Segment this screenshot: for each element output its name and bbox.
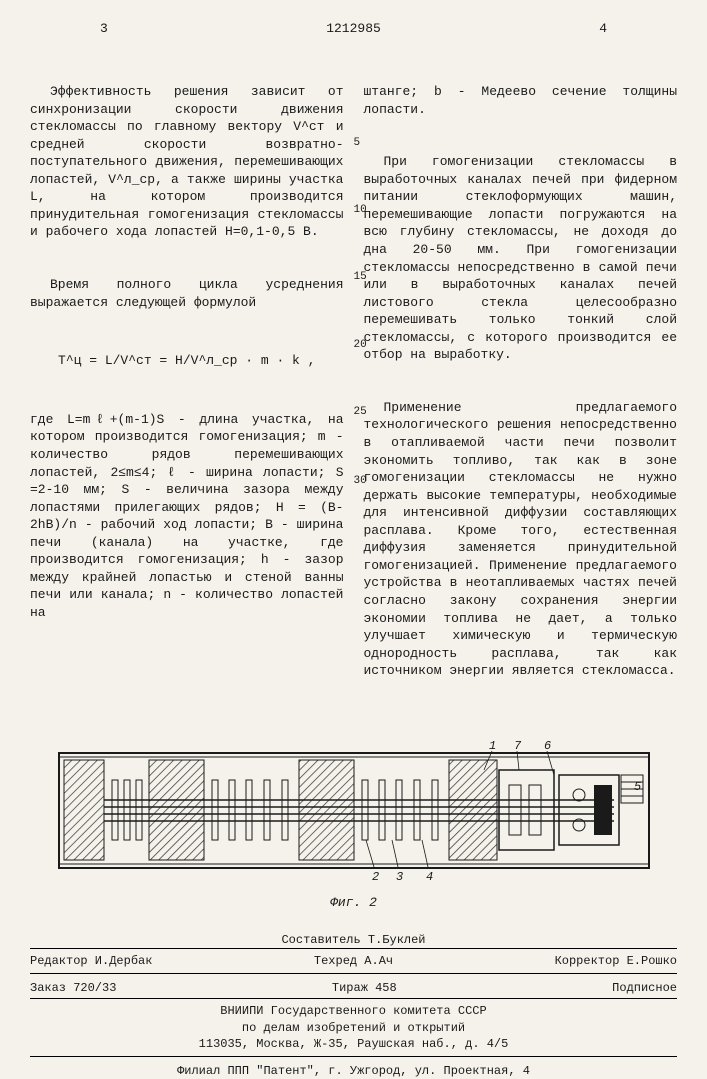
subscription: Подписное: [612, 980, 677, 996]
line-number: 30: [354, 474, 367, 489]
publisher-block: ВНИИПИ Государственного комитета СССР по…: [30, 1003, 677, 1057]
compiler-credit: Составитель Т.Буклей: [30, 932, 677, 948]
publisher-line: ВНИИПИ Государственного комитета СССР: [30, 1003, 677, 1019]
editor-credit: Редактор И.Дербак: [30, 953, 152, 969]
right-column: штанге; b - Медеево сечение толщины лопа…: [364, 48, 678, 715]
svg-text:7: 7: [514, 739, 522, 753]
left-column: Эффективность решения зависит от синхрон…: [30, 48, 344, 715]
paragraph: штанге; b - Медеево сечение толщины лопа…: [364, 83, 678, 118]
page-header: 3 1212985 4: [30, 20, 677, 40]
svg-text:4: 4: [426, 870, 433, 884]
technical-drawing-icon: 1 7 6 5 2 3 4: [54, 735, 654, 885]
paragraph: Эффективность решения зависит от синхрон…: [30, 83, 344, 241]
figure-2: 1 7 6 5 2 3 4 Фиг. 2: [54, 735, 654, 912]
footer: Составитель Т.Буклей Редактор И.Дербак Т…: [30, 932, 677, 1079]
formula: T^ц = L/V^ст = H/V^л_ср · m · k ,: [30, 352, 344, 370]
document-number: 1212985: [326, 20, 381, 38]
tech-credit: Техред А.Ач: [152, 953, 554, 969]
svg-text:1: 1: [489, 739, 496, 753]
svg-text:3: 3: [396, 870, 403, 884]
paragraph: Время полного цикла усреднения выражаетс…: [30, 276, 344, 311]
svg-text:6: 6: [544, 739, 551, 753]
corrector-credit: Корректор Е.Рошко: [555, 953, 677, 969]
figure-caption: Фиг. 2: [54, 894, 654, 912]
publisher-line: по делам изобретений и открытий: [30, 1020, 677, 1036]
line-number: 20: [354, 338, 367, 353]
line-number: 5: [354, 136, 361, 151]
paragraph: При гомогенизации стекломассы в выработо…: [364, 153, 678, 364]
circulation: Тираж 458: [332, 980, 397, 996]
line-number: 15: [354, 270, 367, 285]
page: 3 1212985 4 5 10 15 20 25 30 Эффективнос…: [0, 0, 707, 1000]
svg-text:2: 2: [372, 870, 379, 884]
page-number-right: 4: [599, 20, 607, 38]
line-number: 25: [354, 405, 367, 420]
order-row: Заказ 720/33 Тираж 458 Подписное: [30, 978, 677, 999]
page-number-left: 3: [100, 20, 108, 38]
svg-text:5: 5: [634, 780, 641, 794]
paragraph: где L=mℓ+(m-1)S - длина участка, на кото…: [30, 411, 344, 622]
credits-row: Редактор И.Дербак Техред А.Ач Корректор …: [30, 948, 677, 974]
order-number: Заказ 720/33: [30, 980, 116, 996]
branch-line: Филиал ППП "Патент", г. Ужгород, ул. Про…: [30, 1063, 677, 1079]
paragraph: Применение предлагаемого технологическог…: [364, 399, 678, 680]
line-number: 10: [354, 203, 367, 218]
publisher-line: 113035, Москва, Ж-35, Раушская наб., д. …: [30, 1036, 677, 1052]
